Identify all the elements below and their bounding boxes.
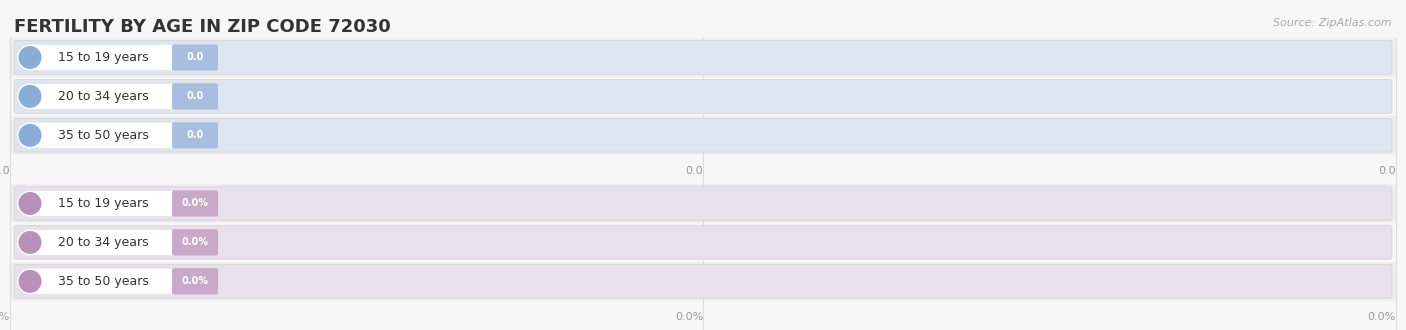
Text: 0.0%: 0.0% [1368, 312, 1396, 322]
Text: 20 to 34 years: 20 to 34 years [59, 236, 149, 249]
Text: 0.0: 0.0 [187, 52, 204, 62]
Text: 0.0%: 0.0% [0, 312, 10, 322]
FancyBboxPatch shape [25, 268, 174, 294]
Bar [10, 223, 1396, 262]
Text: 0.0%: 0.0% [181, 198, 208, 209]
Bar [10, 38, 1396, 77]
Text: 0.0: 0.0 [187, 91, 204, 101]
Text: 35 to 50 years: 35 to 50 years [59, 275, 149, 288]
Text: FERTILITY BY AGE IN ZIP CODE 72030: FERTILITY BY AGE IN ZIP CODE 72030 [14, 18, 391, 36]
Text: 20 to 34 years: 20 to 34 years [59, 90, 149, 103]
FancyBboxPatch shape [25, 229, 174, 255]
FancyBboxPatch shape [172, 229, 218, 255]
Circle shape [18, 45, 42, 70]
FancyBboxPatch shape [14, 118, 1392, 152]
FancyBboxPatch shape [172, 44, 218, 71]
Text: 35 to 50 years: 35 to 50 years [59, 129, 149, 142]
FancyBboxPatch shape [25, 83, 174, 110]
FancyBboxPatch shape [172, 122, 218, 148]
Text: Source: ZipAtlas.com: Source: ZipAtlas.com [1274, 18, 1392, 28]
FancyBboxPatch shape [14, 41, 1392, 74]
Bar [10, 262, 1396, 301]
Circle shape [18, 230, 42, 255]
Circle shape [18, 123, 42, 148]
Text: 0.0: 0.0 [187, 130, 204, 140]
Circle shape [18, 84, 42, 109]
Text: 0.0%: 0.0% [181, 237, 208, 248]
FancyBboxPatch shape [25, 122, 174, 148]
Bar [10, 77, 1396, 116]
Text: 0.0: 0.0 [0, 166, 10, 176]
FancyBboxPatch shape [14, 187, 1392, 220]
Circle shape [18, 269, 42, 294]
Text: 0.0: 0.0 [685, 166, 703, 176]
FancyBboxPatch shape [172, 190, 218, 216]
Text: 15 to 19 years: 15 to 19 years [59, 51, 149, 64]
Text: 0.0: 0.0 [1378, 166, 1396, 176]
FancyBboxPatch shape [14, 80, 1392, 113]
Text: 0.0%: 0.0% [181, 276, 208, 286]
FancyBboxPatch shape [25, 190, 174, 216]
FancyBboxPatch shape [172, 268, 218, 294]
FancyBboxPatch shape [14, 265, 1392, 298]
Bar [10, 116, 1396, 155]
Bar [10, 184, 1396, 223]
Text: 0.0%: 0.0% [675, 312, 703, 322]
FancyBboxPatch shape [14, 226, 1392, 259]
Text: 15 to 19 years: 15 to 19 years [59, 197, 149, 210]
FancyBboxPatch shape [25, 44, 174, 71]
FancyBboxPatch shape [172, 83, 218, 110]
Circle shape [18, 191, 42, 216]
